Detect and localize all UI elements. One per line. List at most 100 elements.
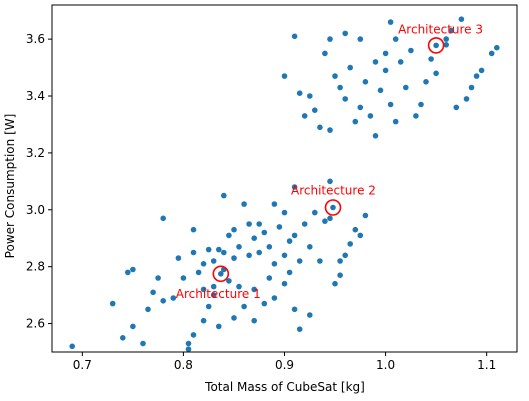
data-point [286,238,293,244]
data-point [312,107,318,113]
data-point [175,255,182,261]
data-point [423,79,429,85]
data-point [473,73,480,79]
data-point [418,101,424,108]
data-point [428,56,434,62]
data-point [317,124,323,131]
data-point [387,19,394,25]
annotation-label: Architecture 2 [291,184,376,198]
plot-frame [51,4,518,353]
data-point [221,192,227,199]
data-point [130,266,136,273]
data-point [256,249,263,256]
data-point [241,303,247,310]
data-point [296,258,303,264]
data-point [408,47,414,54]
data-point [327,36,333,42]
data-point [226,232,232,239]
data-point [463,96,470,102]
data-point [120,335,126,341]
y-axis-label: Power Consumption [W] [3,114,17,259]
data-point [347,64,354,71]
data-point [281,73,288,79]
data-point [327,127,333,133]
data-point [291,232,298,239]
y-tick-label: 3.6 [26,32,45,46]
data-point [231,226,237,233]
data-point [205,303,212,310]
data-point [367,113,374,119]
data-point [140,340,146,347]
data-point [276,224,283,230]
data-point [271,295,278,301]
data-point [271,201,278,207]
data-point [443,36,450,42]
data-point [185,346,192,353]
data-point [150,289,156,296]
data-point [322,218,328,224]
data-point [357,232,364,239]
data-point [448,27,455,34]
data-point [291,184,298,190]
data-point [372,133,379,139]
data-point [226,278,232,284]
data-point [190,249,197,256]
data-point [332,280,338,287]
data-point [195,269,202,276]
data-point [281,280,288,287]
data-point [109,300,116,307]
data-point [281,252,288,259]
data-point [200,286,207,293]
data-point [362,79,369,85]
highlight-ring [427,37,445,54]
data-point [322,50,328,57]
data-point [256,221,263,227]
y-tick-label: 2.8 [26,260,45,274]
data-point [397,59,404,65]
data-point [342,30,349,37]
data-point [332,73,338,79]
data-point [271,261,278,267]
data-point [236,283,242,290]
data-point [307,244,313,250]
data-point [210,258,217,264]
data-point [145,306,151,313]
data-point [130,323,136,330]
data-point [382,67,389,74]
highlighted-point [433,42,439,49]
data-point [236,244,242,250]
data-point [251,286,257,293]
data-point [296,326,303,333]
data-point [327,178,333,185]
data-point [327,215,333,222]
highlight-ring [324,199,342,216]
data-point [377,87,384,94]
highlighted-point [330,204,336,211]
data-point [251,235,257,241]
data-point [307,93,313,99]
data-point [190,332,197,338]
data-point [205,246,212,253]
data-point [357,104,364,111]
data-point [291,33,298,40]
data-point [155,275,161,281]
x-axis-ticks: 0.7 0.8 0.9 1.0 1.1 [73,352,496,372]
data-point [453,104,460,111]
data-point [352,118,359,125]
data-point [200,261,207,267]
y-tick-label: 2.6 [26,317,45,331]
data-point [337,272,343,279]
annotation-label: Architecture 1 [176,287,261,301]
data-point [246,252,252,259]
x-tick-label: 1.0 [376,358,395,372]
data-point [307,312,313,318]
data-point [478,67,485,74]
data-point [357,36,364,42]
data-point [241,201,247,207]
data-point [458,16,465,23]
data-point [125,269,131,276]
data-point [312,209,318,216]
data-point [488,50,495,57]
